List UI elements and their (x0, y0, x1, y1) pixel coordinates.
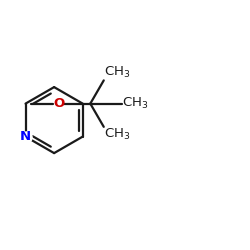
Text: CH$_3$: CH$_3$ (104, 65, 130, 80)
Text: CH$_3$: CH$_3$ (104, 127, 130, 142)
Text: O: O (53, 97, 64, 110)
Text: N: N (20, 130, 31, 143)
Text: CH$_3$: CH$_3$ (122, 96, 148, 111)
